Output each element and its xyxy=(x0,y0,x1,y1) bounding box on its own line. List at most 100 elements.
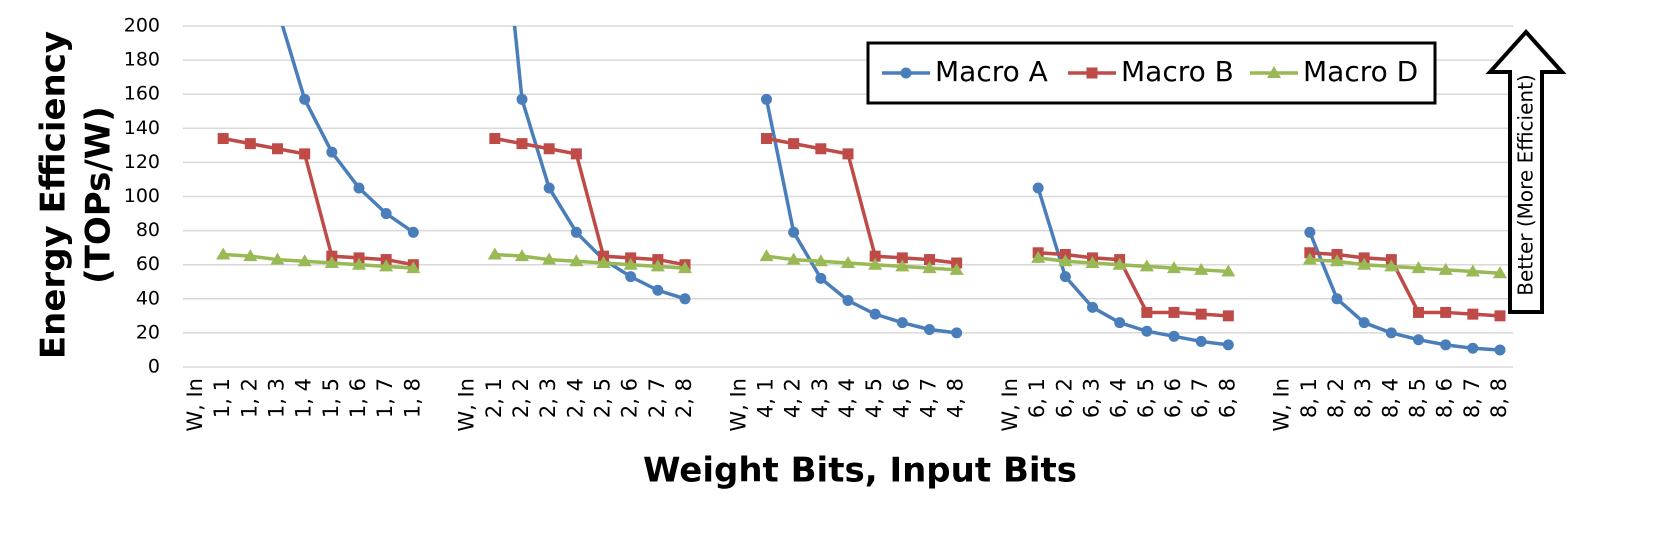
x-tick-label: 8, 2 xyxy=(1324,378,1348,418)
y-tick-label: 180 xyxy=(124,49,160,71)
x-tick-label: 1, 8 xyxy=(400,378,424,418)
x-tick-label: W, In xyxy=(183,378,207,432)
marker xyxy=(406,261,421,274)
x-tick-label: 4, 4 xyxy=(835,378,859,418)
marker xyxy=(1467,342,1479,354)
marker xyxy=(1194,262,1209,275)
marker xyxy=(1493,266,1507,279)
marker xyxy=(1087,301,1098,313)
series-line xyxy=(764,98,957,335)
marker xyxy=(407,226,419,238)
marker xyxy=(652,284,664,296)
marker xyxy=(924,323,935,335)
marker xyxy=(842,148,854,160)
x-tick-label: 2, 8 xyxy=(672,378,696,418)
x-tick-label: 6, 5 xyxy=(1134,378,1158,418)
marker xyxy=(1168,330,1180,342)
x-tick-label: 8, 4 xyxy=(1378,378,1402,418)
x-tick-label: 2, 5 xyxy=(591,378,615,418)
marker xyxy=(1086,67,1098,79)
marker xyxy=(868,257,883,270)
marker xyxy=(515,249,529,262)
marker xyxy=(1357,257,1372,270)
y-tick-label: 20 xyxy=(136,321,160,343)
x-tick-label: 2, 7 xyxy=(645,378,669,418)
marker xyxy=(1032,182,1044,194)
annotation: Better (More Efficient) xyxy=(1514,74,1538,295)
x-tick-label: 4, 1 xyxy=(754,378,778,418)
marker xyxy=(570,226,582,238)
x-tick-label: 4, 2 xyxy=(781,378,805,418)
marker xyxy=(542,252,557,265)
marker xyxy=(1494,310,1506,322)
marker xyxy=(1168,306,1180,318)
x-tick-label: 1, 2 xyxy=(237,378,261,418)
series-line xyxy=(766,136,957,265)
y-axis-title: (TOPs/W) xyxy=(79,106,119,284)
series-line xyxy=(1309,257,1501,275)
x-tick-label: W, In xyxy=(726,378,750,432)
marker xyxy=(1465,264,1480,277)
x-tick-label: 8, 7 xyxy=(1460,378,1484,418)
x-tick-label: 6, 6 xyxy=(1161,378,1185,418)
marker xyxy=(516,93,528,105)
series-line xyxy=(280,26,415,234)
marker xyxy=(1058,254,1073,267)
x-tick-label: 8, 3 xyxy=(1351,378,1375,418)
x-tick-label: 8, 1 xyxy=(1297,378,1321,418)
y-axis-title: Energy Efficiency xyxy=(34,31,74,359)
marker xyxy=(1413,334,1424,346)
marker xyxy=(1330,254,1344,267)
legend-label: Macro B xyxy=(1121,55,1234,88)
marker xyxy=(786,252,801,265)
marker xyxy=(650,259,665,272)
marker xyxy=(244,138,256,150)
series-line xyxy=(1037,256,1229,274)
x-tick-label: 6, 4 xyxy=(1107,378,1131,418)
series-line xyxy=(223,252,414,270)
x-tick-label: 2, 3 xyxy=(536,378,560,418)
marker xyxy=(922,261,937,274)
x-tick-label: 2, 6 xyxy=(618,378,642,418)
x-tick-label: 2, 2 xyxy=(509,378,533,418)
marker xyxy=(1358,317,1370,329)
marker xyxy=(299,148,311,160)
marker xyxy=(216,247,231,260)
x-tick-label: 8, 8 xyxy=(1487,378,1511,418)
series-line xyxy=(494,252,686,270)
marker xyxy=(625,271,637,283)
marker xyxy=(324,255,339,268)
x-tick-label: 1, 1 xyxy=(210,378,234,418)
marker xyxy=(516,138,528,150)
marker xyxy=(1222,310,1234,322)
marker xyxy=(815,272,827,284)
series-line xyxy=(222,136,414,267)
marker xyxy=(1112,257,1127,270)
marker xyxy=(1331,293,1343,305)
y-tick-label: 100 xyxy=(124,185,160,207)
marker xyxy=(900,67,912,79)
marker xyxy=(623,257,638,270)
marker xyxy=(1221,264,1236,277)
marker xyxy=(243,249,258,262)
marker xyxy=(679,293,691,305)
marker xyxy=(1139,259,1154,272)
y-tick-label: 80 xyxy=(136,219,160,241)
marker xyxy=(896,317,908,329)
x-tick-label: 6, 1 xyxy=(1025,378,1049,418)
marker xyxy=(570,148,582,160)
marker xyxy=(353,182,365,194)
marker xyxy=(813,254,828,267)
x-tick-label: 6, 3 xyxy=(1080,378,1104,418)
marker xyxy=(543,143,555,155)
x-tick-label: 6, 8 xyxy=(1215,378,1239,418)
marker xyxy=(1059,271,1071,283)
marker xyxy=(1114,317,1126,329)
legend-box xyxy=(866,41,1437,105)
marker xyxy=(380,208,392,220)
x-tick-label: 1, 4 xyxy=(292,378,316,418)
marker xyxy=(896,252,908,264)
x-tick-label: W, In xyxy=(998,378,1022,432)
marker xyxy=(924,254,935,266)
marker xyxy=(678,261,692,274)
